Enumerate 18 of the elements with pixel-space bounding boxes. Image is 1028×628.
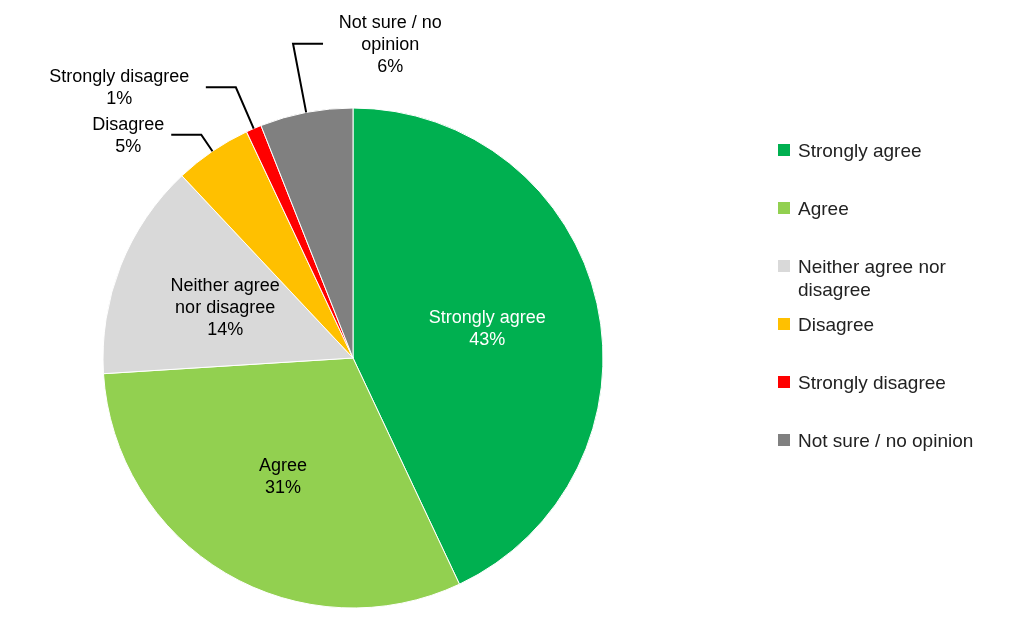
legend-label: Neither agree nor disagree xyxy=(798,255,947,301)
slice-label: Not sure / no opinion xyxy=(338,11,442,54)
data-label: 1% xyxy=(106,88,133,109)
data-label: 31% xyxy=(264,477,302,498)
slice-label: Strongly agree xyxy=(428,307,546,328)
legend-label: Strongly agree xyxy=(798,139,923,162)
legend-label: Agree xyxy=(798,197,850,220)
slice-label: Agree xyxy=(258,455,308,476)
legend-label: Strongly disagree xyxy=(798,371,947,394)
legend-label: Not sure / no opinion xyxy=(798,429,975,452)
slice-label: Strongly disagree xyxy=(49,66,190,87)
data-label: 43% xyxy=(469,329,506,350)
slice-label: Disagree xyxy=(92,113,165,134)
data-label: 5% xyxy=(115,135,142,156)
slice-label: Neither agree nor disagree xyxy=(170,275,280,318)
data-label: 14% xyxy=(207,319,244,340)
legend-label: Disagree xyxy=(798,313,876,336)
data-label: 6% xyxy=(377,55,404,76)
